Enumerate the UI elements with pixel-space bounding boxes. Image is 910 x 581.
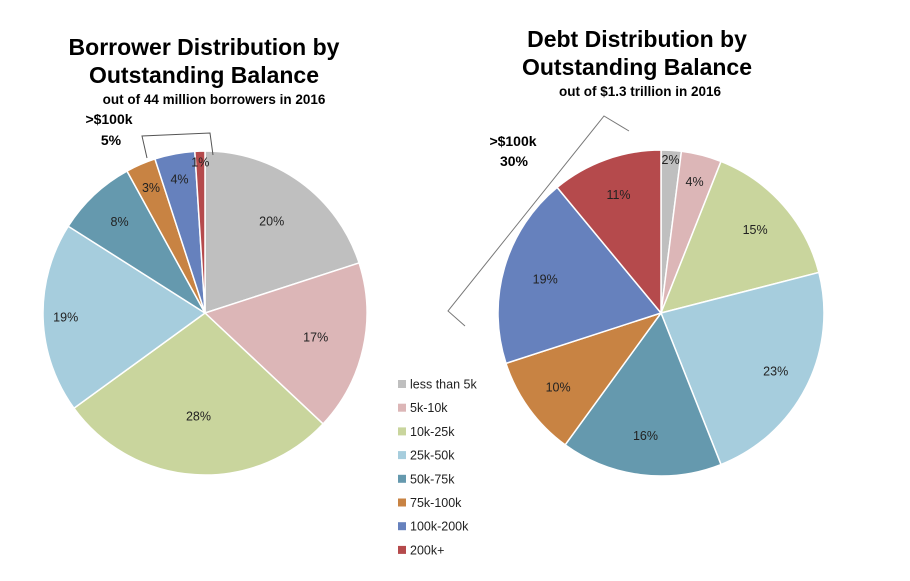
legend-label-75k-100k: 75k-100k: [410, 496, 462, 510]
legend-swatch-less-than-5k: [398, 380, 406, 388]
slice-label-10k-25k: 15%: [743, 223, 768, 237]
annotation-label: >$100k: [489, 133, 536, 149]
legend-label-100k-200k: 100k-200k: [410, 520, 469, 534]
slice-label-75k-100k: 3%: [142, 181, 160, 195]
legend-label-50k-75k: 50k-75k: [410, 472, 455, 486]
pie-slice-5k-10k: [203, 261, 368, 425]
slice-label-25k-50k: 23%: [763, 365, 788, 379]
legend-swatch-50k-75k: [398, 474, 406, 483]
legend-swatch-100k-200k: [398, 522, 406, 531]
legend-label-25k-50k: 25k-50k: [410, 449, 455, 463]
pie-slice-50k-75k: [564, 311, 722, 477]
chart-subtitle: out of $1.3 trillion in 2016: [559, 84, 722, 99]
slice-label-less-than-5k: 20%: [259, 214, 284, 228]
chart-subtitle: out of 44 million borrowers in 2016: [103, 92, 326, 107]
annotation-value: 5%: [101, 132, 122, 148]
pie-slice-25k-50k: [42, 225, 207, 410]
pie-slice-200k-plus: [556, 149, 662, 316]
chart-title-line-2: Outstanding Balance: [89, 62, 319, 88]
pie-slice-labels: 2% 4% 15% 23% 16% 10% 19% 11%: [533, 153, 789, 443]
legend-label-200k-plus: 200k+: [410, 543, 444, 557]
slice-label-5k-10k: 4%: [686, 175, 704, 189]
slice-label-25k-50k: 19%: [53, 310, 78, 324]
pie-slice-200k-plus: [194, 150, 206, 314]
legend-swatch-200k-plus: [398, 545, 406, 554]
legend: less than 5k 5k-10k 10k-25k 25k-50k 50k-75k 7…: [398, 378, 477, 557]
annotation-bracket: [447, 115, 630, 327]
slice-label-5k-10k: 17%: [303, 331, 328, 345]
pie-slice-25k-50k: [659, 271, 825, 466]
debt-pie-chart: Debt Distribution by Outstanding Balance…: [447, 26, 825, 477]
slice-label-100k-200k: 19%: [533, 272, 558, 286]
borrower-pie-chart: Borrower Distribution by Outstanding Bal…: [42, 34, 368, 476]
slice-label-100k-200k: 4%: [170, 172, 188, 186]
legend-label-less-than-5k: less than 5k: [410, 378, 477, 392]
pie-slice-75k-100k: [505, 311, 663, 446]
pie-slices: [497, 149, 825, 477]
slice-label-50k-75k: 16%: [633, 429, 658, 443]
pie-slice-10k-25k: [72, 312, 325, 476]
annotation-value: 30%: [500, 153, 529, 169]
chart-title-line-2: Outstanding Balance: [522, 54, 752, 80]
pie-slice-10k-25k: [659, 160, 820, 315]
chart-title-line-1: Debt Distribution by: [527, 26, 747, 52]
pie-slice-labels: 20% 17% 28% 19% 8% 3% 4%1%: [53, 155, 328, 423]
pie-slice-less-than-5k: [204, 150, 361, 315]
slice-label-less-than-5k: 2%: [662, 153, 680, 167]
legend-label-5k-10k: 5k-10k: [410, 401, 448, 415]
legend-swatch-75k-100k: [398, 498, 406, 507]
slice-label-200k-plus: 1%: [191, 155, 209, 169]
pie-slice-100k-200k: [497, 186, 663, 365]
annotation-bracket: [141, 132, 214, 159]
legend-swatch-5k-10k: [398, 403, 406, 412]
legend-swatch-10k-25k: [398, 427, 406, 436]
legend-swatch-25k-50k: [398, 451, 406, 460]
slice-label-200k-plus: 11%: [606, 188, 630, 202]
chart-title-line-1: Borrower Distribution by: [69, 34, 340, 60]
annotation-label: >$100k: [85, 111, 132, 127]
slice-label-50k-75k: 8%: [111, 215, 129, 229]
slice-label-75k-100k: 10%: [546, 381, 571, 395]
slice-label-10k-25k: 28%: [186, 410, 211, 424]
legend-label-10k-25k: 10k-25k: [410, 425, 455, 439]
pie-slices: [42, 150, 368, 476]
